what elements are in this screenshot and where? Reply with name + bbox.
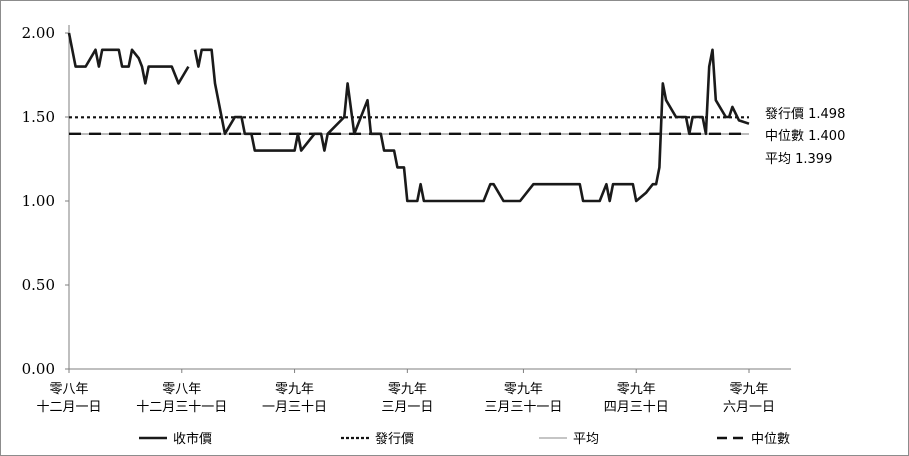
series-group [67, 32, 750, 203]
y-tick-label: 1.00 [22, 192, 55, 210]
series-line-close-price [67, 32, 190, 85]
y-tick-label: 1.50 [22, 108, 55, 126]
legend-label: 中位數 [751, 432, 790, 447]
x-tick-label: 零九年 [275, 382, 314, 397]
x-tick-label: 零八年 [49, 382, 88, 397]
reference-label-median: 中位數 1.400 [765, 129, 845, 144]
legend: 收市價 發行價 平均 中位數 [139, 431, 790, 447]
x-tick-label: 一月三十日 [262, 400, 327, 415]
series-line-close-price [193, 48, 750, 203]
x-tick-label: 四月三十日 [604, 400, 669, 415]
x-tick-label: 零八年 [162, 382, 201, 397]
y-tick-label: 0.50 [22, 276, 55, 294]
x-tick-label: 零九年 [504, 382, 543, 397]
legend-label: 收市價 [173, 431, 212, 447]
x-tick-label: 零九年 [617, 382, 656, 397]
reference-label-average: 平均 1.399 [765, 152, 832, 167]
x-tick-label: 六月一日 [723, 400, 775, 415]
reference-label-issue-price: 發行價 1.498 [765, 107, 845, 122]
legend-label: 發行價 [375, 432, 414, 447]
x-tick-label: 十二月三十一日 [136, 400, 227, 415]
x-tick-label: 三月一日 [381, 400, 433, 415]
x-tick-label: 零九年 [729, 382, 768, 397]
y-tick-label: 2.00 [22, 24, 55, 42]
axes [65, 25, 791, 373]
x-tick-label: 三月三十一日 [484, 400, 562, 415]
y-tick-label: 0.00 [22, 360, 55, 378]
legend-label: 平均 [573, 432, 599, 447]
x-tick-label: 零九年 [388, 382, 427, 397]
x-tick-label: 十二月一日 [36, 400, 101, 415]
reference-lines [69, 116, 749, 136]
